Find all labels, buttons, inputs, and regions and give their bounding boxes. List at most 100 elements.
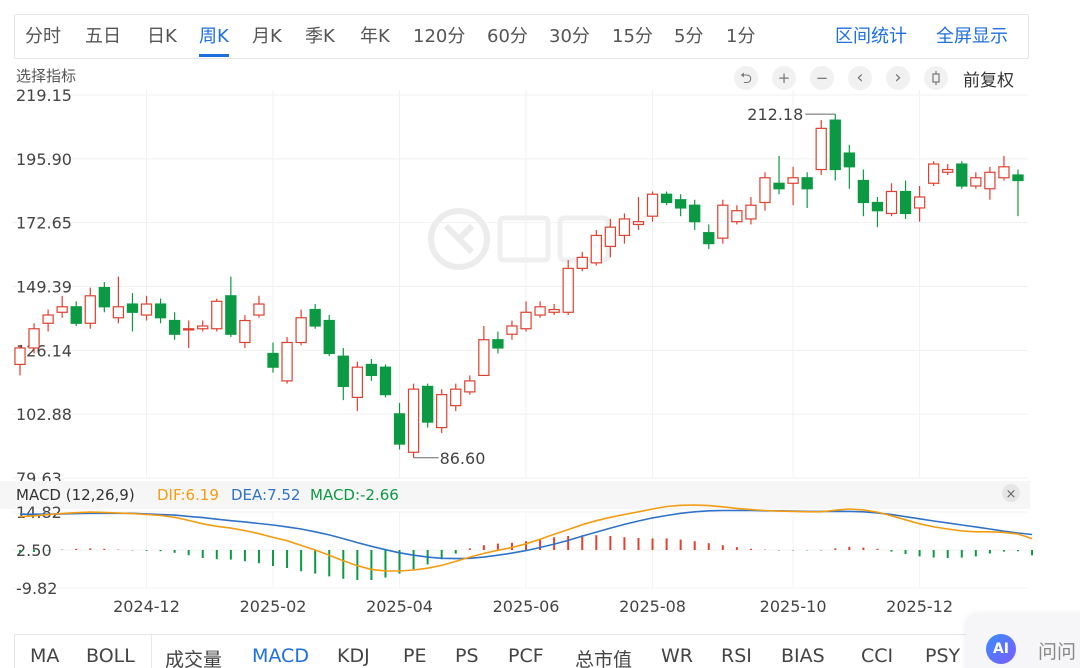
indicator-tab-12[interactable]: CCI (861, 645, 894, 667)
candle-up (534, 306, 546, 316)
candle-up (14, 347, 26, 366)
fullscreen-link[interactable]: 全屏显示 (936, 26, 1008, 47)
scroll-left-icon[interactable]: ‹ (848, 66, 872, 90)
dea-line (20, 509, 1033, 560)
candlestick-icon[interactable] (924, 66, 948, 90)
candle-down (168, 319, 181, 335)
candle-down (126, 303, 139, 313)
indicator-tab-11[interactable]: BIAS (781, 645, 825, 667)
candle-down (1012, 174, 1024, 182)
macd-lines (19, 504, 1033, 572)
low-price-label: 86.60 (440, 449, 486, 468)
indicator-tab-4[interactable]: KDJ (337, 645, 370, 667)
zoom-in-icon[interactable]: + (772, 66, 796, 90)
candle-up (112, 306, 125, 319)
macd-dea-value: DEA:7.52 (231, 486, 300, 504)
candle-down (309, 308, 321, 327)
indicator-tab-7[interactable]: PCF (508, 645, 544, 667)
high-price-label: 212.18 (747, 105, 803, 124)
indicator-separator (151, 635, 152, 668)
candle-down (492, 339, 504, 349)
price-tick-label: 219.15 (16, 86, 72, 105)
candle-up (815, 127, 827, 171)
adjust-mode-select[interactable]: 前复权 (963, 71, 1014, 91)
indicator-tab-5[interactable]: PE (403, 645, 427, 667)
candle-down (829, 119, 841, 171)
candle-up (197, 325, 209, 330)
period-tab-4[interactable]: 月K (252, 26, 282, 47)
period-tab-12[interactable]: 1分 (726, 26, 756, 47)
candle-down (801, 177, 813, 190)
period-tab-7[interactable]: 120分 (413, 26, 466, 47)
time-tick-label: 2025-06 (493, 597, 560, 616)
price-tick-label: 172.65 (16, 214, 72, 233)
candle-up (56, 306, 68, 313)
period-tab-2[interactable]: 日K (147, 26, 177, 47)
candle-up (450, 388, 462, 407)
price-annotations: 212.18 86.60 (413, 105, 836, 468)
indicator-tab-8[interactable]: 总市值 (575, 649, 633, 668)
candle-up (42, 314, 54, 324)
candle-up (604, 226, 617, 247)
candle-up (506, 325, 518, 335)
select-indicator-button[interactable]: 选择指标 (16, 67, 77, 85)
candle-up (998, 166, 1010, 179)
candle-up (562, 267, 574, 313)
indicator-tab-6[interactable]: PS (455, 645, 479, 667)
indicator-tab-0[interactable]: MA (30, 645, 60, 667)
ai-ask-label: 问问 (1038, 641, 1077, 663)
period-tab-5[interactable]: 季K (305, 26, 335, 47)
candle-up (576, 256, 588, 269)
zoom-out-icon[interactable]: − (810, 66, 834, 90)
scroll-right-icon[interactable]: › (886, 66, 910, 90)
indicator-tab-2[interactable]: 成交量 (165, 649, 223, 668)
kline-chart[interactable]: 219.15195.90172.65149.39126.14102.8879.6… (0, 0, 1080, 630)
candle-down (154, 303, 167, 319)
macd-close-glyph[interactable]: × (1006, 487, 1017, 502)
indicator-tab-bar: MA BOLL 成交量 MACD KDJ PE PS PCF 总市值 WR RSI BIAS CCI PS… (14, 634, 1014, 668)
period-tab-0[interactable]: 分时 (25, 26, 61, 47)
macd-tick-label: -9.82 (16, 579, 57, 598)
candle-up (632, 221, 645, 226)
macd-histogram (19, 535, 1034, 580)
candle-up (281, 341, 293, 382)
candle-up (984, 171, 996, 190)
macd-axis: 14.822.50-9.82 (16, 503, 62, 598)
period-tab-1[interactable]: 五日 (85, 26, 121, 47)
dif-line (19, 504, 1033, 572)
reset-icon[interactable]: ⮌ (734, 66, 758, 90)
candle-up (295, 317, 307, 344)
macd-tick-label: 14.82 (16, 503, 62, 522)
candle-down (956, 163, 968, 187)
ai-assistant-widget[interactable]: AI 问问 (966, 614, 1080, 668)
candle-down (337, 355, 349, 387)
period-tab-11[interactable]: 5分 (674, 26, 704, 47)
indicator-tab-10[interactable]: RSI (721, 645, 752, 667)
period-tab-8[interactable]: 60分 (487, 26, 528, 47)
period-tab-3[interactable]: 周K (199, 15, 229, 58)
period-tab-9[interactable]: 30分 (549, 26, 590, 47)
period-tab-10[interactable]: 15分 (612, 26, 653, 47)
indicator-tab-1[interactable]: BOLL (86, 645, 135, 667)
indicator-tab-9[interactable]: WR (661, 645, 693, 667)
indicator-tab-3[interactable]: MACD (252, 645, 309, 667)
candle-up (745, 204, 757, 220)
candle-up (731, 210, 743, 223)
candle-up (548, 308, 560, 313)
range-stats-link[interactable]: 区间统计 (835, 26, 907, 47)
period-tab-6[interactable]: 年K (360, 26, 390, 47)
candle-up (942, 168, 954, 173)
candle-up (84, 295, 96, 324)
price-tick-label: 195.90 (16, 150, 72, 169)
candle-up (928, 163, 940, 184)
time-axis: 2024-12 2025-02 2025-04 2025-06 2025-08 2025-… (113, 597, 953, 616)
indicator-tab-13[interactable]: PSY (925, 645, 961, 667)
candle-down (323, 319, 335, 355)
candle-down (857, 179, 870, 204)
candle-down (421, 385, 434, 423)
candle-up (590, 234, 602, 264)
candle-up (618, 218, 631, 237)
candles (14, 114, 1024, 458)
candle-up (351, 366, 364, 398)
macd-close-icon[interactable] (1002, 484, 1020, 502)
